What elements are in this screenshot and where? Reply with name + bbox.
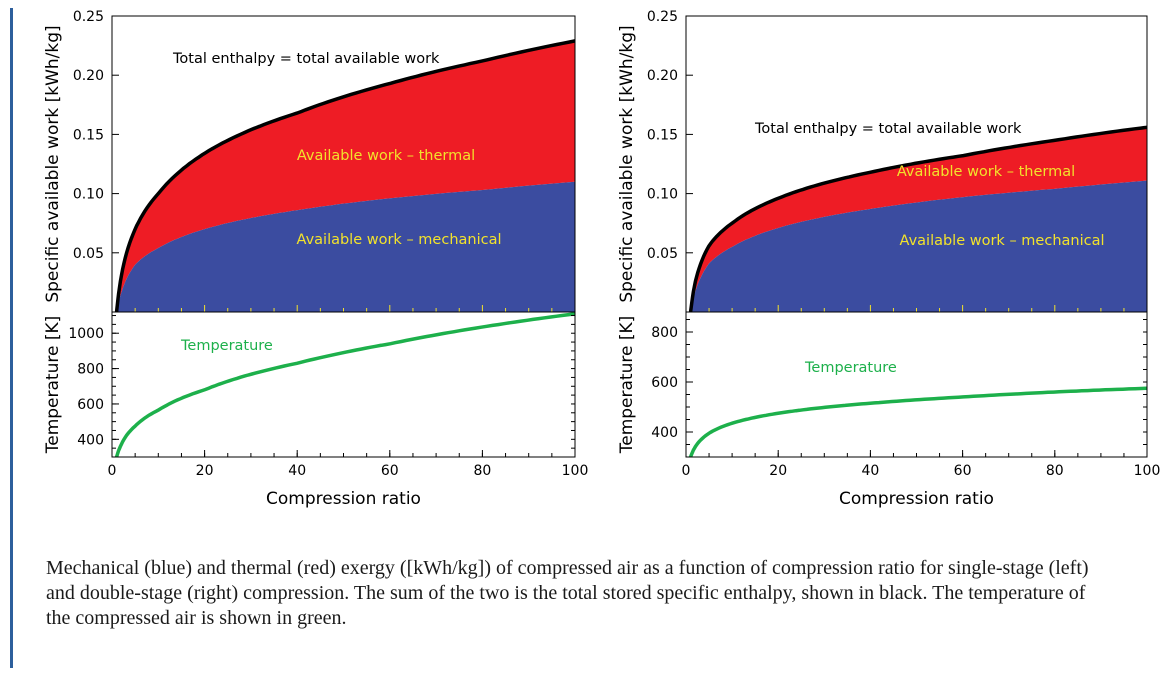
panel-2-x-tick-label: 0 <box>682 463 691 479</box>
panel-1-bottom-y-tick-label: 800 <box>77 362 104 378</box>
panel-1-bottom-y-tick-label: 1000 <box>68 326 104 342</box>
panel-2-bottom-frame <box>685 311 1148 458</box>
panel-1-annotation-thermal: Available work – thermal <box>297 148 475 164</box>
chart-area: 0.05 0.10 0.15 0.20 0.25 Specific available w… <box>43 9 1161 509</box>
panel-2-x-tick-label: 60 <box>954 463 972 479</box>
panel-1-x-tick-label: 60 <box>381 463 399 479</box>
panel-2-bottom-y-tick-label: 600 <box>651 375 678 391</box>
panel-1-mechanical-area <box>116 181 575 312</box>
panel-1-annotation-temperature: Temperature <box>180 338 273 354</box>
panel-2-top-y-axis-label: Specific available work [kWh/kg] <box>617 25 637 302</box>
panel-2-x-tick-label: 80 <box>1046 463 1064 479</box>
panel-1-thermal-area <box>116 40 575 313</box>
panel-1-bottom-y-tick-label: 400 <box>77 432 104 448</box>
panel-2-x-axis-label: Compression ratio <box>839 489 994 509</box>
panel-2-top-y-tick-label: 0.25 <box>647 9 678 25</box>
panel-1-top-y-tick-label: 0.20 <box>73 68 104 84</box>
figure-caption: Mechanical (blue) and thermal (red) exer… <box>46 557 1089 629</box>
panel-2-bottom-y-tick-label: 800 <box>651 325 678 341</box>
panel-2-temperature-line <box>688 386 1148 458</box>
panel-1-annotation-total: Total enthalpy = total available work <box>172 51 440 67</box>
panel-2-annotation-thermal: Available work – thermal <box>897 164 1075 180</box>
panel-1-top-y-tick-label: 0.15 <box>73 127 104 143</box>
panel-1-top-y-tick-label: 0.25 <box>73 9 104 25</box>
panel-1-x-tick-label: 40 <box>288 463 306 479</box>
panel-2-bottom-y-tick-label: 400 <box>651 425 678 441</box>
panel-1-bottom-y-axis-label: Temperature [K] <box>43 316 63 455</box>
panel-2-x-tick-label: 20 <box>769 463 787 479</box>
panel-2-top-y-tick-label: 0.15 <box>647 127 678 143</box>
panel-2-annotation-total: Total enthalpy = total available work <box>754 121 1022 137</box>
panel-1-top-y-axis-label: Specific available work [kWh/kg] <box>43 25 63 302</box>
panel-1-x-tick-label: 100 <box>562 463 589 479</box>
panel-2-annotation-temperature: Temperature <box>804 360 897 376</box>
panel-1-x-tick-label: 0 <box>108 463 117 479</box>
panel-1-x-tick-label: 80 <box>473 463 491 479</box>
panel-2-top-y-tick-label: 0.05 <box>647 246 678 262</box>
panel-2-thermal-area <box>690 127 1147 312</box>
panel-1-x-tick-label: 20 <box>196 463 214 479</box>
panel-2-mechanical-area <box>690 180 1147 312</box>
panel-2-x-tick-label: 40 <box>861 463 879 479</box>
panel-2-annotation-mechanical: Available work – mechanical <box>900 233 1105 249</box>
panel-1-top-y-tick-label: 0.05 <box>73 246 104 262</box>
panel-1-bottom-y-tick-label: 600 <box>77 397 104 413</box>
panel-1-annotation-mechanical: Available work – mechanical <box>297 232 502 248</box>
left-accent-rule <box>10 8 13 668</box>
panel-2-bottom-y-axis-label: Temperature [K] <box>617 316 637 455</box>
panel-1-x-axis-label: Compression ratio <box>266 489 421 509</box>
panel-1-bottom-frame <box>111 311 576 458</box>
panel-1-top-y-tick-label: 0.10 <box>73 187 104 203</box>
panel-1-total-enthalpy-line <box>114 39 576 313</box>
panel-1-temperature-line <box>114 312 576 458</box>
panel-2-top-y-tick-label: 0.10 <box>647 187 678 203</box>
panel-2-x-tick-label: 100 <box>1134 463 1161 479</box>
panel-2-top-y-tick-label: 0.20 <box>647 68 678 84</box>
panel-2-total-enthalpy-line <box>688 125 1148 313</box>
